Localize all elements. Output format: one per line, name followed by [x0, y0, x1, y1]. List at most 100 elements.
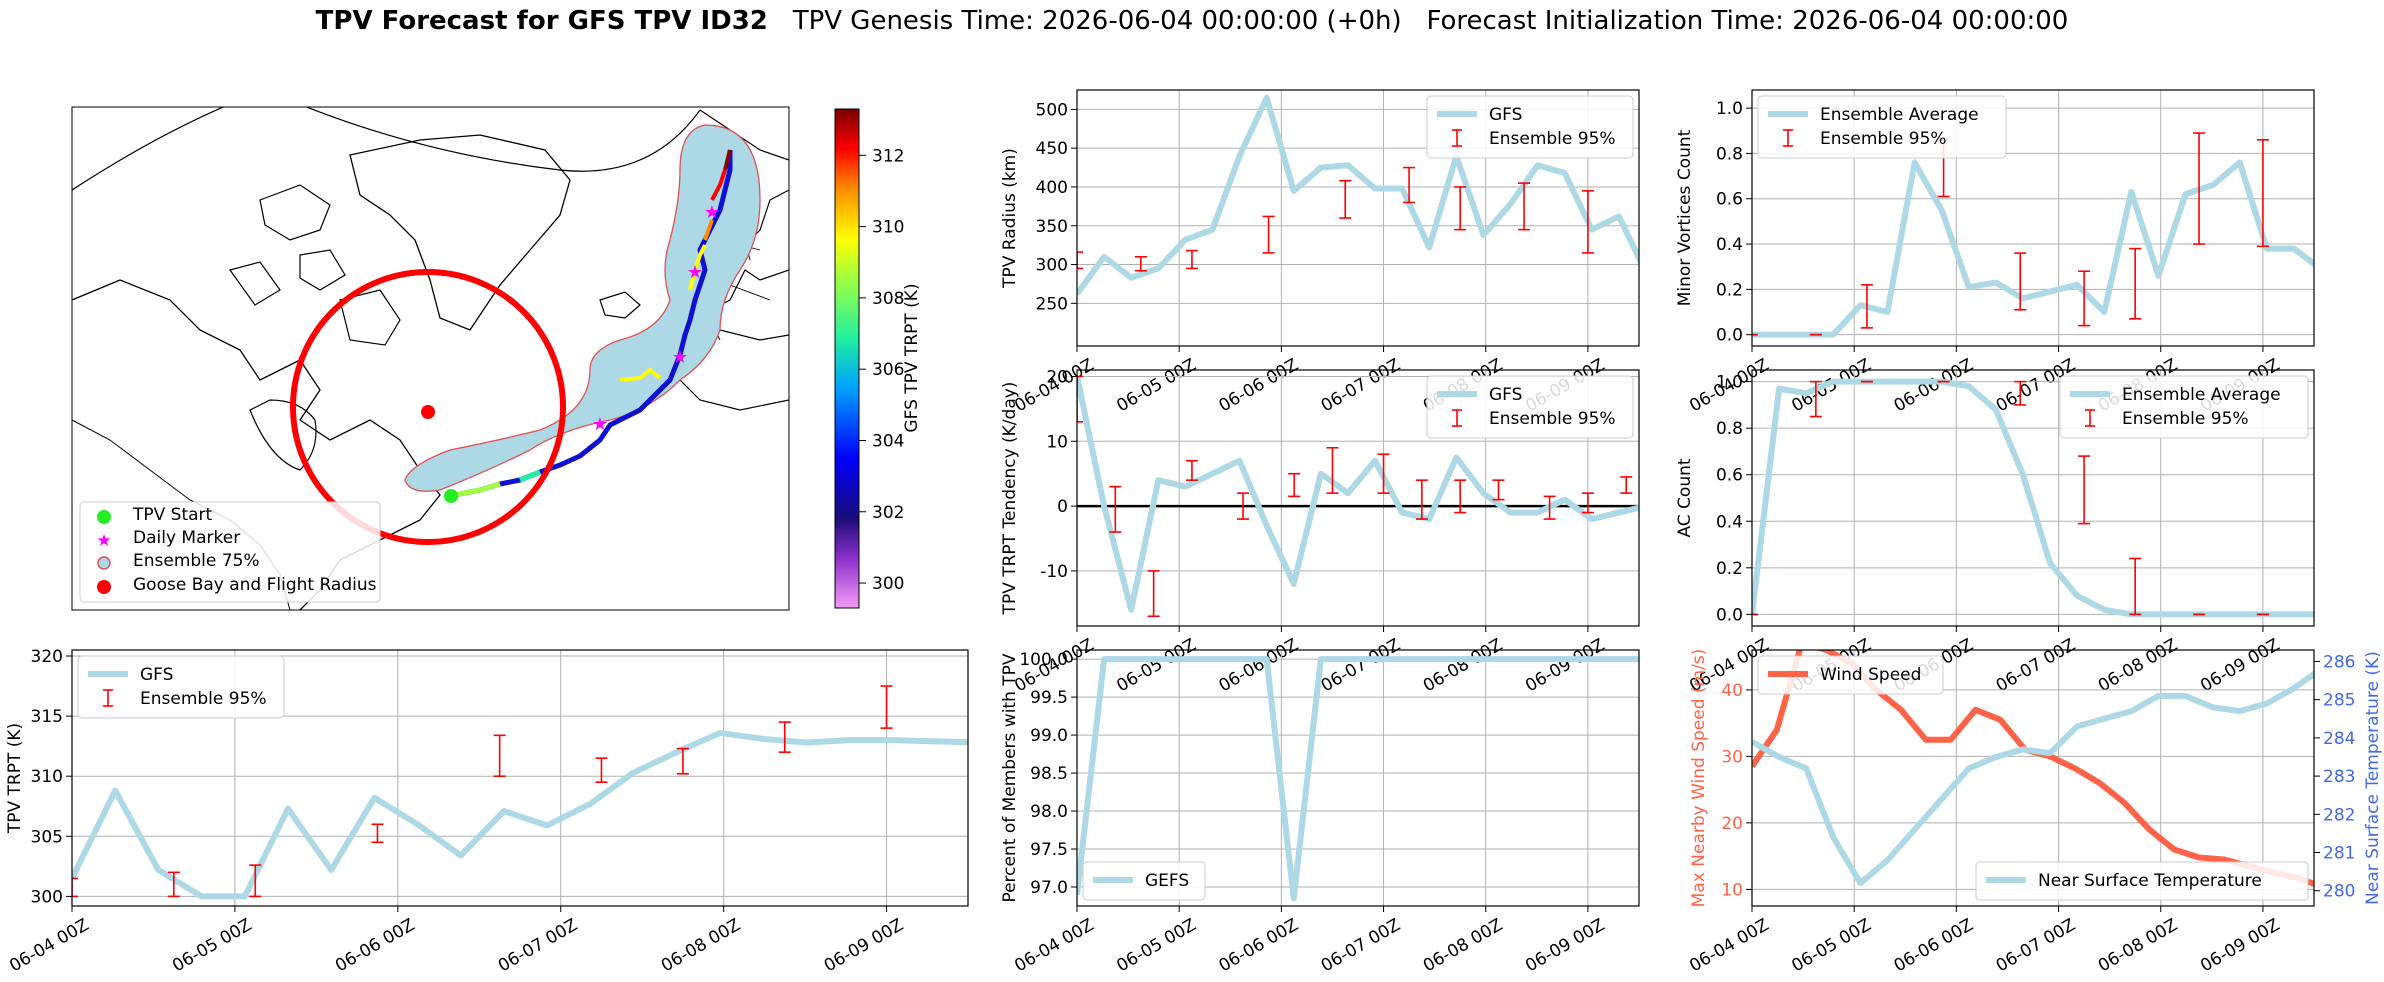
x-tick-label: 06-06 00Z	[1216, 355, 1302, 416]
y-right-tick-label: 286	[2323, 652, 2355, 672]
errorbar	[1288, 472, 1301, 498]
y-tick-label: 99.5	[1030, 688, 1068, 708]
x-tick-label: 06-09 00Z	[821, 915, 907, 976]
legend-box	[1082, 861, 1206, 901]
chart-trpt: 06-04 00Z 06-05 00Z 06-06 00Z 06-07 00Z 06-0…	[5, 647, 969, 976]
map-legend-ensemble-75: Ensemble 75%	[133, 551, 260, 571]
legend-label: Ensemble 95%	[1489, 129, 1616, 149]
legend-label: Ensemble 95%	[1489, 409, 1616, 429]
y-right-axis-label: Near Surface Temperature (K)	[2363, 651, 2383, 905]
y-tick-label: -10	[1040, 562, 1068, 582]
legend-label: Near Surface Temperature	[2038, 871, 2262, 891]
axes-frame	[1076, 89, 1640, 347]
legend-box	[1757, 655, 1944, 695]
y-tick-label: 0.8	[1716, 419, 1743, 439]
x-tick-label: 06-05 00Z	[1113, 915, 1199, 976]
y-tick-label: 0.2	[1716, 559, 1743, 579]
y-right-tick-label: 283	[2323, 767, 2355, 787]
legend: GFS Ensemble 95%	[77, 655, 285, 719]
plot-area	[1752, 101, 2333, 338]
y-right-tick-label: 281	[2323, 844, 2355, 864]
legend-box	[1757, 95, 2007, 159]
y-tick-label: 310	[31, 767, 63, 787]
y-tick-label: 10	[1721, 880, 1743, 900]
y-axis-label: Percent of Members with TPV	[1000, 653, 1020, 902]
y-tick-label: 40	[1721, 681, 1743, 701]
plot-area	[1752, 378, 2314, 618]
series-line	[1077, 94, 1639, 296]
x-tick-label: 06-07 00Z	[1318, 635, 1404, 696]
errorbar	[1326, 446, 1339, 494]
legend-label: Ensemble 95%	[140, 689, 267, 709]
x-tick-label: 06-09 00Z	[1522, 635, 1608, 696]
series-line	[1077, 656, 1639, 902]
legend-label: Ensemble 95%	[1820, 129, 1947, 149]
legend: GEFS	[1082, 861, 1206, 901]
axes-frame	[1076, 649, 1640, 907]
series-line	[1752, 378, 2314, 618]
y-right-tick-label: 284	[2323, 729, 2355, 749]
errorbar	[676, 747, 689, 775]
map-legend-goose-bay: Goose Bay and Flight Radius	[133, 575, 377, 595]
x-tick-label: 06-08 00Z	[1420, 915, 1506, 976]
errorbar	[1697, 500, 1709, 513]
y-tick-label: 1.0	[1716, 99, 1743, 119]
errorbar	[493, 734, 506, 777]
errorbar	[2078, 455, 2091, 525]
errorbar	[1403, 166, 1416, 204]
x-tick-label: 06-08 00Z	[2095, 635, 2181, 696]
x-tick-label: 06-04 00Z	[1011, 915, 1097, 976]
legend-label: GFS	[1489, 385, 1522, 405]
y-tick-label: 0.4	[1716, 512, 1743, 532]
y-tick-label: 0.0	[1716, 326, 1743, 346]
errorbar	[2014, 252, 2027, 311]
errorbar	[880, 685, 893, 729]
y-tick-label: 1.0	[1716, 373, 1743, 393]
legend: Ensemble Average Ensemble 95%	[1757, 95, 2007, 159]
legend: GFS Ensemble 95%	[1426, 95, 1634, 159]
errorbar	[1134, 255, 1147, 272]
y-axis-label: Max Nearby Wind Speed (m/s)	[1689, 649, 1709, 908]
y-axis-label: TPV TRPT (K)	[5, 723, 25, 834]
errorbar	[1774, 279, 1786, 325]
legend: Near Surface Temperature	[1975, 861, 2309, 901]
errorbar	[2129, 557, 2142, 616]
errorbar	[371, 823, 384, 844]
legend-label: GFS	[1489, 105, 1522, 125]
y-tick-label: 0.6	[1716, 466, 1743, 486]
errorbar	[1109, 485, 1122, 533]
y-tick-label: 97.0	[1030, 878, 1068, 898]
legend-label: GEFS	[1145, 871, 1189, 891]
errorbar	[1454, 186, 1467, 231]
axes-frame	[1751, 649, 2315, 907]
errorbar	[1077, 251, 1083, 270]
y-right-tick-label: 285	[2323, 691, 2355, 711]
x-tick-label: 06-06 00Z	[1891, 915, 1977, 976]
series-line	[72, 729, 968, 900]
chart-percent: 06-04 00Z 06-05 00Z 06-06 00Z 06-07 00Z 06-0…	[1000, 649, 1640, 976]
y-tick-label: 98.5	[1030, 764, 1068, 784]
x-tick-label: 06-07 00Z	[495, 915, 581, 976]
y-tick-label: 320	[31, 647, 63, 667]
x-tick-label: 06-06 00Z	[332, 915, 418, 976]
x-tick-label: 06-09 00Z	[2197, 635, 2283, 696]
y-tick-label: 0.4	[1716, 235, 1743, 255]
legend-label: Ensemble 95%	[2122, 409, 2249, 429]
y-axis-label: TPV Radius (km)	[1000, 148, 1020, 289]
x-tick-label: 06-08 00Z	[2095, 915, 2181, 976]
y-tick-label: 10	[1046, 432, 1068, 452]
y-tick-label: 97.5	[1030, 840, 1068, 860]
x-tick-label: 06-08 00Z	[1420, 635, 1506, 696]
legend-box	[2059, 375, 2309, 439]
legend-label: Wind Speed	[1820, 665, 1921, 685]
errorbar	[1735, 493, 1747, 506]
errorbar	[2321, 101, 2333, 223]
x-tick-label: 06-07 00Z	[1993, 635, 2079, 696]
map-legend-tpv-start: TPV Start	[133, 505, 213, 525]
errorbar	[1659, 500, 1671, 513]
errorbar	[1837, 500, 1849, 513]
errorbar	[1147, 570, 1160, 618]
axes-frame	[71, 649, 969, 907]
title-tpv-id: TPV Forecast for GFS TPV ID32	[315, 6, 768, 36]
